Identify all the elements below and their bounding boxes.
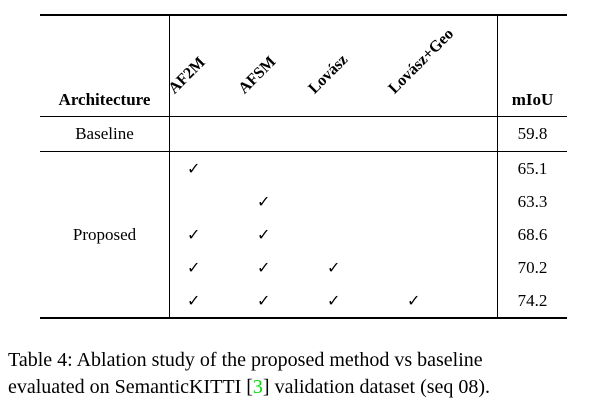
- miou-value: 74.2: [497, 284, 567, 317]
- miou-value: 63.3: [497, 185, 567, 218]
- column-header-miou: mIoU: [497, 16, 567, 116]
- checkmark-cell: ✓: [187, 159, 201, 178]
- checkmark-cell: [310, 152, 390, 185]
- checkmark-cells-empty: [170, 117, 497, 151]
- checkmark-cell: [390, 218, 497, 251]
- caption-line-2: evaluated on SemanticKITTI [3] validatio…: [8, 374, 604, 401]
- rotated-header-label: Lovász+Geo: [385, 25, 458, 98]
- baseline-row: Baseline 59.8: [40, 117, 567, 152]
- table-header-row: Architecture AF2M AFSM Lovász Lovász+Geo…: [40, 16, 567, 117]
- checkmark-cell: ✓: [257, 192, 271, 211]
- checkmark-cell: ✓: [187, 258, 201, 277]
- rotated-header-label: AF2M: [165, 53, 209, 98]
- checkmark-cell: ✓: [327, 291, 341, 310]
- ablation-table: Architecture AF2M AFSM Lovász Lovász+Geo…: [40, 14, 567, 319]
- proposed-rows: Proposed ✓ 65.1 ✓ 63.3 ✓ ✓ 68.6 ✓ ✓ ✓ 7: [40, 152, 567, 317]
- checkmark-cell: [310, 218, 390, 251]
- architecture-label-baseline: Baseline: [40, 117, 170, 151]
- caption-text: evaluated on SemanticKITTI [: [8, 376, 253, 398]
- checkmark-cell: ✓: [187, 291, 201, 310]
- citation-link[interactable]: 3: [252, 376, 263, 398]
- checkmark-cell: [310, 185, 390, 218]
- miou-value: 65.1: [497, 152, 567, 185]
- rotated-header-label: AFSM: [235, 53, 280, 98]
- miou-value: 59.8: [497, 117, 567, 151]
- checkmark-cell: [240, 152, 310, 185]
- checkmark-cell: [390, 185, 497, 218]
- checkmark-cell: [390, 152, 497, 185]
- caption-text: ] validation dataset (seq 08).: [262, 376, 491, 398]
- rotated-header-label: Lovász: [305, 51, 352, 98]
- column-header-af2m: AF2M: [165, 16, 240, 116]
- table-caption: Table 4: Ablation study of the proposed …: [8, 347, 604, 401]
- checkmark-cell: ✓: [257, 225, 271, 244]
- checkmark-cell: ✓: [257, 291, 271, 310]
- column-header-lovasz: Lovász: [305, 16, 390, 116]
- checkmark-cell: [390, 251, 497, 284]
- architecture-label-proposed: Proposed: [40, 152, 170, 317]
- checkmark-cell: ✓: [407, 291, 421, 310]
- checkmark-cell: ✓: [327, 258, 341, 277]
- column-header-lovasz-geo: Lovász+Geo: [385, 16, 497, 116]
- column-header-afsm: AFSM: [235, 16, 310, 116]
- column-header-architecture: Architecture: [40, 16, 170, 116]
- checkmark-cell: ✓: [257, 258, 271, 277]
- miou-value: 70.2: [497, 251, 567, 284]
- miou-value: 68.6: [497, 218, 567, 251]
- caption-line-1: Table 4: Ablation study of the proposed …: [8, 349, 483, 371]
- checkmark-cell: ✓: [187, 225, 201, 244]
- checkmark-cell: [170, 185, 240, 218]
